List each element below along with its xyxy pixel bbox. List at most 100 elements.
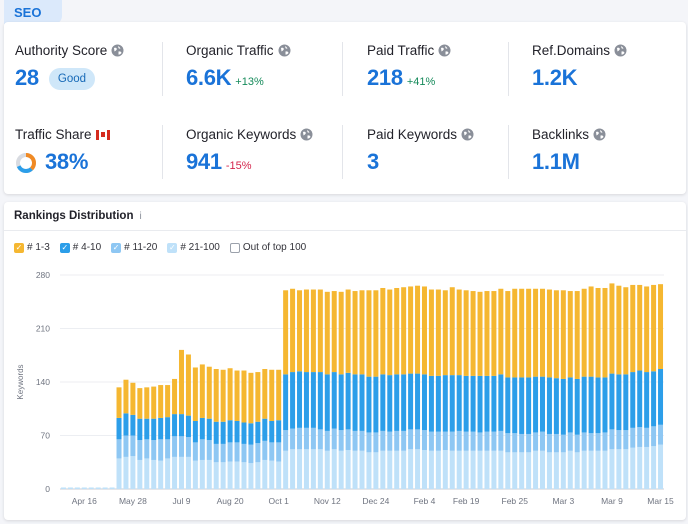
globe-icon	[111, 44, 124, 57]
bar-segment	[449, 450, 455, 489]
legend-item-out-of-top-100[interactable]: Out of top 100	[229, 242, 307, 253]
metric-backlinks[interactable]: Backlinks 1.1M	[532, 127, 606, 175]
bar-segment	[255, 462, 261, 489]
bar-segment	[269, 369, 275, 421]
y-axis-label: Keywords	[16, 364, 25, 399]
legend-item-11-20[interactable]: ✓ # 11-20	[111, 242, 157, 253]
bar-segment	[352, 450, 358, 489]
bar-segment	[512, 377, 518, 434]
bar-segment	[331, 449, 337, 489]
legend-label: # 1-3	[27, 242, 50, 253]
globe-icon	[461, 128, 474, 141]
legend-item-21-100[interactable]: ✓ # 21-100	[167, 242, 220, 253]
bar-segment	[498, 430, 504, 451]
organic-keywords-delta: -15%	[225, 160, 252, 172]
bar-segment	[262, 459, 268, 489]
bar-segment	[234, 442, 240, 462]
bar-segment	[310, 372, 316, 428]
bar-segment	[185, 437, 191, 457]
x-tick-label: Feb 25	[502, 496, 529, 506]
seo-tab[interactable]: SEO	[4, 0, 62, 24]
bar-segment	[442, 290, 448, 376]
bar-segment	[623, 374, 629, 431]
bar-segment	[317, 289, 323, 373]
x-tick-label: Feb 19	[453, 496, 480, 506]
bar-segment	[102, 487, 108, 489]
divider	[508, 125, 509, 179]
bar-segment	[331, 428, 337, 450]
bar-segment	[498, 450, 504, 489]
bar-segment	[408, 373, 414, 430]
bar-segment	[178, 456, 184, 489]
canada-flag-icon	[95, 129, 110, 140]
bar-segment	[123, 456, 129, 489]
metric-label: Organic Keywords	[186, 127, 297, 142]
bar-segment	[533, 376, 539, 433]
bar-segment	[324, 430, 330, 451]
bar-segment	[428, 375, 434, 432]
bar-segment	[505, 433, 511, 453]
organic-traffic-value: 6.6K	[186, 65, 232, 90]
bar-segment	[574, 434, 580, 453]
bar-segment	[540, 450, 546, 489]
bar-segment	[637, 446, 643, 489]
bar-segment	[484, 431, 490, 451]
bar-segment	[394, 450, 400, 489]
bar-segment	[526, 433, 532, 453]
kpi-card: Authority Score 28 Good Organic Traffic 6…	[4, 22, 686, 194]
bar-segment	[297, 371, 303, 428]
metric-label: Organic Traffic	[186, 43, 274, 58]
bar-segment	[366, 432, 372, 453]
metric-label: Authority Score	[15, 43, 108, 58]
bar-segment	[206, 440, 212, 460]
bar-segment	[380, 450, 386, 489]
bar-segment	[595, 450, 601, 489]
bar-segment	[644, 446, 650, 489]
bar-segment	[255, 421, 261, 444]
bar-segment	[533, 288, 539, 377]
bar-segment	[540, 288, 546, 377]
y-tick-label: 280	[36, 270, 50, 280]
bar-segment	[158, 460, 164, 489]
bar-segment	[463, 290, 469, 376]
metric-organic-traffic[interactable]: Organic Traffic 6.6K +13%	[186, 43, 291, 91]
metric-paid-keywords[interactable]: Paid Keywords 3	[367, 127, 474, 175]
metric-ref-domains[interactable]: Ref.Domains 1.2K	[532, 43, 627, 91]
x-tick-label: Mar 15	[647, 496, 674, 506]
legend-item-4-10[interactable]: ✓ # 4-10	[59, 242, 101, 253]
bar-segment	[213, 421, 219, 444]
bar-segment	[526, 288, 532, 378]
bar-segment	[595, 377, 601, 434]
bar-segment	[185, 415, 191, 438]
bar-segment	[456, 375, 462, 431]
bar-segment	[477, 450, 483, 489]
bar-segment	[546, 452, 552, 489]
checkbox-icon: ✓	[167, 242, 178, 253]
divider	[342, 125, 343, 179]
legend-item-1-3[interactable]: ✓ # 1-3	[14, 242, 50, 253]
bar-segment	[630, 447, 636, 489]
metric-organic-keywords[interactable]: Organic Keywords 941 -15%	[186, 127, 313, 175]
bar-segment	[567, 377, 573, 433]
metric-paid-traffic[interactable]: Paid Traffic 218 +41%	[367, 43, 451, 91]
bar-segment	[144, 439, 150, 459]
bar-segment	[248, 463, 254, 489]
legend-label: Out of top 100	[242, 242, 307, 253]
bar-segment	[192, 442, 198, 461]
bar-segment	[491, 431, 497, 451]
bar-segment	[470, 291, 476, 376]
metric-traffic-share[interactable]: Traffic Share 38%	[15, 127, 110, 175]
bar-segment	[248, 423, 254, 445]
info-icon[interactable]: i	[139, 210, 142, 222]
bar-segment	[303, 372, 309, 428]
bar-segment	[151, 386, 157, 419]
bar-segment	[373, 376, 379, 433]
metric-authority-score[interactable]: Authority Score 28 Good	[15, 43, 124, 93]
bar-segment	[637, 427, 643, 447]
bar-segment	[352, 374, 358, 431]
bar-segment	[345, 289, 351, 373]
bar-segment	[533, 450, 539, 489]
bar-segment	[255, 443, 261, 463]
bar-segment	[269, 420, 275, 443]
metric-label: Backlinks	[532, 127, 590, 142]
